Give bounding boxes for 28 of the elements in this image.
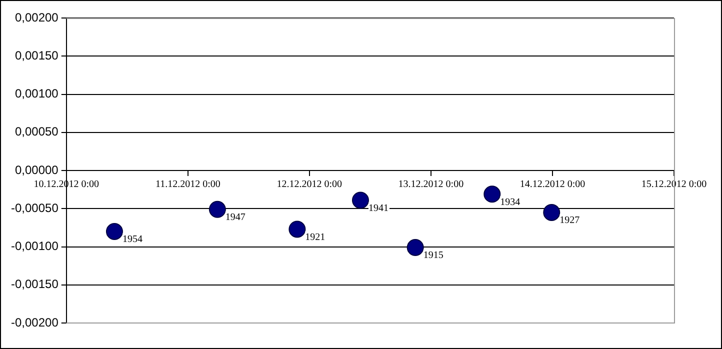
point	[352, 192, 369, 209]
point	[484, 186, 501, 203]
x-tick-label: 11.12.2012 0:00	[155, 179, 220, 190]
annotation: 1954	[122, 234, 142, 246]
annotation: 1927	[560, 215, 580, 226]
annotation: 1934	[500, 196, 520, 208]
annotation: 1947	[225, 212, 246, 224]
y-tick-label: 0,00050	[14, 124, 59, 139]
y-tick-label: -0,00200	[11, 315, 59, 330]
point	[406, 239, 424, 256]
x-tick-label: 15.12.2012 0:00	[641, 179, 707, 190]
annotation: 1921	[305, 232, 326, 243]
annotation: 1941	[368, 202, 388, 214]
point	[288, 220, 306, 238]
y-tick-label: 0,00100	[14, 86, 59, 101]
y-tick-label: 0,00150	[14, 48, 59, 62]
x-tick-label: 12.12.2012 0:00	[276, 179, 342, 190]
y-tick-label: -0,00050	[11, 200, 59, 215]
y-tick-label: 0,00200	[14, 10, 59, 24]
y-tick-label: 0,00000	[14, 162, 59, 177]
x-tick-label: 14.12.2012 0:00	[520, 179, 586, 190]
y-tick-label: -0,00100	[11, 239, 59, 254]
point	[543, 204, 560, 221]
point	[208, 200, 226, 218]
y-tick-label: -0,00150	[11, 277, 59, 292]
x-tick-label: 13.12.2012 0:00	[398, 179, 464, 190]
annotation: 1915	[423, 250, 444, 262]
point	[106, 223, 123, 240]
